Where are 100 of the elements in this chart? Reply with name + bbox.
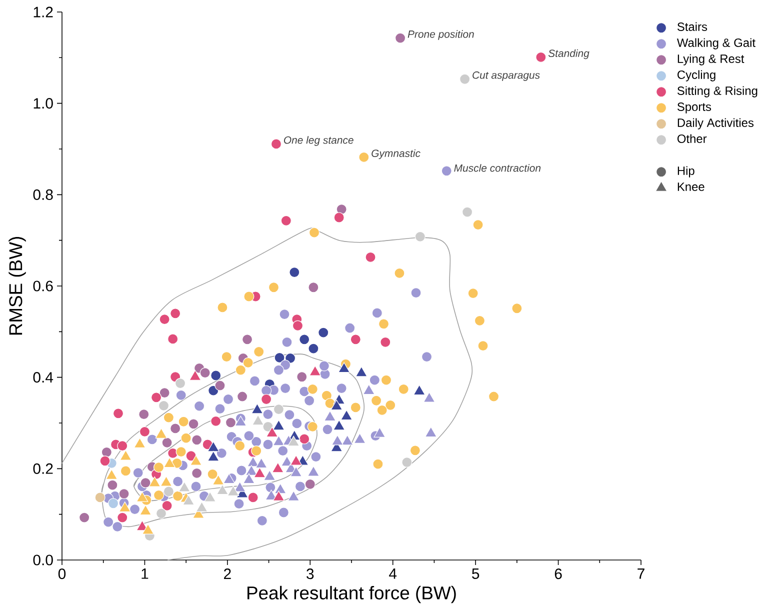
point [140,504,152,516]
point [341,434,354,446]
point [192,468,202,479]
point [262,421,274,432]
point [274,352,285,363]
y-tick-label: 1.0 [34,98,53,109]
point [186,450,196,462]
point [340,410,352,420]
point [474,315,486,326]
point [307,421,318,432]
point [324,410,336,422]
point [273,404,284,415]
point [155,428,168,438]
point [468,288,478,299]
x-tick-label: 1 [142,568,148,579]
point [217,302,228,313]
point [120,466,131,476]
point [264,470,276,480]
point [350,334,361,345]
point [299,434,310,444]
point [290,466,302,477]
point [117,440,128,452]
y-tick-label: 0.8 [33,189,53,200]
point [234,416,247,426]
point [380,374,392,386]
point [245,465,258,476]
point [289,266,300,278]
point [117,512,128,523]
point [174,378,186,389]
point [536,52,546,63]
x-tick-label: 2 [224,568,231,579]
point [79,512,90,523]
point [188,418,199,430]
point [318,327,329,338]
point [254,467,266,478]
point [338,362,350,373]
point [176,446,186,458]
point [354,433,366,444]
point [414,231,426,242]
point [225,417,236,428]
point [139,426,150,437]
point [138,409,150,420]
point [120,450,132,460]
point [288,436,300,446]
legend-label: Other [677,134,707,143]
point [394,268,405,279]
x-axis-title: Peak resultant force (BW) [248,586,456,604]
point [296,372,308,382]
x-tick-label: 3 [306,568,314,580]
line-series [62,228,473,560]
point [210,416,222,426]
legend-label: Lying & Rest [678,54,744,66]
point [307,384,318,395]
point [272,462,284,473]
point [308,343,319,354]
point [221,351,232,362]
point [106,469,118,480]
point [395,32,406,44]
point [163,486,174,497]
point [308,227,320,238]
annotation: Standing [548,49,590,60]
point [512,303,522,314]
point [254,346,264,358]
point [423,392,436,402]
legend-label: Sports [677,102,712,114]
point [164,457,176,468]
y-axis-title: RMSE (BW) [8,236,26,335]
legend-label: Daily Activities [678,118,754,130]
point [350,402,361,413]
point [214,380,226,391]
point [334,212,344,223]
point [308,282,319,293]
point [288,490,300,501]
point [172,490,184,502]
point [94,492,106,503]
point [376,404,388,416]
point [101,446,112,458]
point [178,482,190,492]
point [398,384,409,395]
point [207,441,220,452]
point [235,364,246,376]
point [153,490,164,500]
legend-label: Sitting & Rising [677,86,758,98]
point [299,334,310,345]
annotation: Gymnastic [372,149,420,160]
point [488,391,500,402]
point [251,446,262,456]
point [284,352,296,364]
point [247,456,259,467]
point [118,502,131,512]
legend-label: Hip [678,166,694,178]
point [158,400,170,411]
point [248,492,258,503]
point [150,392,162,403]
point [140,478,151,488]
y-tick-label: 0.4 [33,372,54,383]
point [134,438,146,448]
point [243,473,255,484]
legend-label: Cycling [678,70,716,82]
point [385,400,396,410]
